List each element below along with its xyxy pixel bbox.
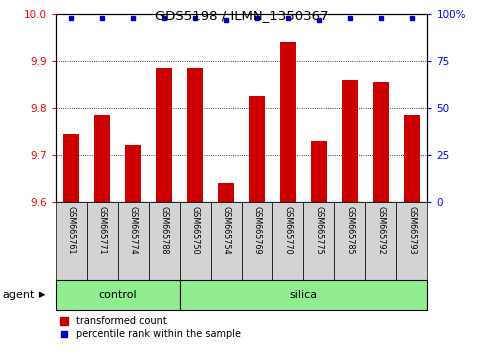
Text: silica: silica [289, 290, 317, 300]
Text: GSM665761: GSM665761 [67, 206, 75, 254]
Bar [373, 82, 389, 202]
Text: GSM665775: GSM665775 [314, 206, 324, 255]
Bar [342, 80, 358, 202]
Bar [242, 202, 272, 280]
Bar [56, 202, 86, 280]
Bar [272, 202, 303, 280]
Bar [211, 202, 242, 280]
Bar [187, 68, 203, 202]
Text: agent: agent [2, 290, 35, 300]
Bar [117, 202, 149, 280]
Bar [125, 145, 141, 202]
Text: GSM665774: GSM665774 [128, 206, 138, 254]
Bar [63, 134, 79, 202]
Bar [218, 183, 234, 202]
Bar [311, 141, 327, 202]
Text: GSM665754: GSM665754 [222, 206, 230, 254]
Text: control: control [98, 290, 137, 300]
Text: GSM665785: GSM665785 [345, 206, 355, 254]
Bar [366, 202, 397, 280]
Text: GSM665793: GSM665793 [408, 206, 416, 254]
Text: GSM665750: GSM665750 [190, 206, 199, 254]
Text: GDS5198 / ILMN_1350367: GDS5198 / ILMN_1350367 [155, 9, 328, 22]
Bar [149, 202, 180, 280]
Bar [249, 96, 265, 202]
Text: GSM665771: GSM665771 [98, 206, 107, 254]
Text: GSM665788: GSM665788 [159, 206, 169, 254]
Legend: transformed count, percentile rank within the sample: transformed count, percentile rank withi… [60, 316, 241, 339]
Text: GSM665792: GSM665792 [376, 206, 385, 255]
Bar [180, 202, 211, 280]
Bar [334, 202, 366, 280]
Bar [94, 115, 110, 202]
Text: GSM665770: GSM665770 [284, 206, 293, 254]
Bar [404, 115, 420, 202]
Text: GSM665769: GSM665769 [253, 206, 261, 254]
Bar [156, 68, 172, 202]
Bar [86, 202, 117, 280]
Bar [397, 202, 427, 280]
Bar [280, 42, 296, 202]
Bar [56, 280, 180, 310]
Bar [303, 202, 334, 280]
Bar [180, 280, 427, 310]
